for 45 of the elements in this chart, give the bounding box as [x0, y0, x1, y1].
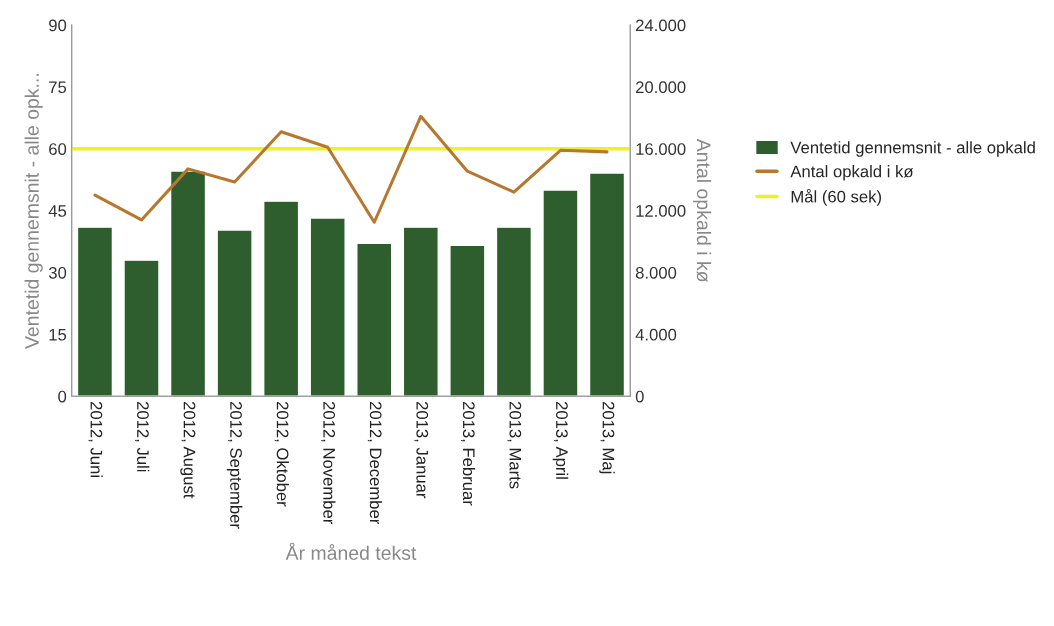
- y-tick-label: 75: [49, 81, 67, 94]
- bar: [542, 189, 579, 397]
- x-tick-label: 2012, August: [180, 401, 196, 499]
- x-tick-label: 2013, Januar: [414, 401, 429, 499]
- y-tick-label: 90: [49, 19, 67, 32]
- legend-label: Antal opkald i kø: [790, 165, 914, 181]
- bar: [123, 259, 160, 397]
- bar: [216, 229, 253, 397]
- y-tick-label: 15: [49, 328, 67, 341]
- x-tick-label: 2013, Maj: [599, 401, 615, 474]
- y2-tick-label: 20.000: [635, 81, 686, 94]
- y2-tick-label: 0: [635, 390, 644, 403]
- y-tick-label: 30: [48, 266, 67, 279]
- legend-label: Ventetid gennemsnit - alle opkald: [790, 141, 1035, 157]
- x-axis-title: År måned tekst: [285, 542, 417, 560]
- bar: [495, 226, 533, 397]
- y2-tick-label: 4.000: [635, 328, 677, 341]
- line-series: [93, 114, 609, 224]
- bar: [169, 170, 207, 397]
- bar: [356, 242, 393, 397]
- x-tick-label: 2012, Juni: [88, 401, 103, 477]
- bar: [588, 172, 626, 397]
- y-tick-label: 0: [58, 390, 67, 403]
- y2-axis-title: Antal opkald i kø: [693, 138, 712, 283]
- y2-tick-label: 24.000: [635, 19, 686, 32]
- y-axis-title: Ventetid gennemsnit - alle opk...: [24, 74, 43, 349]
- y-tick-label: 45: [48, 205, 67, 217]
- x-tick-label: 2013, April: [552, 401, 569, 479]
- x-tick-label: 2012, Juli: [135, 401, 150, 472]
- bar: [402, 226, 439, 397]
- y2-tick-label: 8.000: [635, 266, 677, 279]
- x-tick-label: 2012, September: [226, 401, 243, 529]
- x-tick-label: 2012, December: [367, 401, 383, 525]
- x-tick-label: 2012, November: [321, 401, 336, 525]
- x-tick-label: 2013, Marts: [507, 401, 522, 489]
- y-tick-label: 60: [49, 143, 67, 155]
- x-tick-label: 2013, Februar: [460, 401, 476, 506]
- legend-label: Mål (60 sek): [791, 188, 882, 206]
- bar: [449, 244, 486, 397]
- y2-tick-label: 16.000: [636, 143, 686, 155]
- x-tick-label: 2012, Oktober: [274, 401, 289, 507]
- bar: [76, 226, 114, 397]
- y2-tick-label: 12.000: [636, 205, 686, 217]
- bar: [263, 200, 300, 397]
- bar: [309, 217, 346, 397]
